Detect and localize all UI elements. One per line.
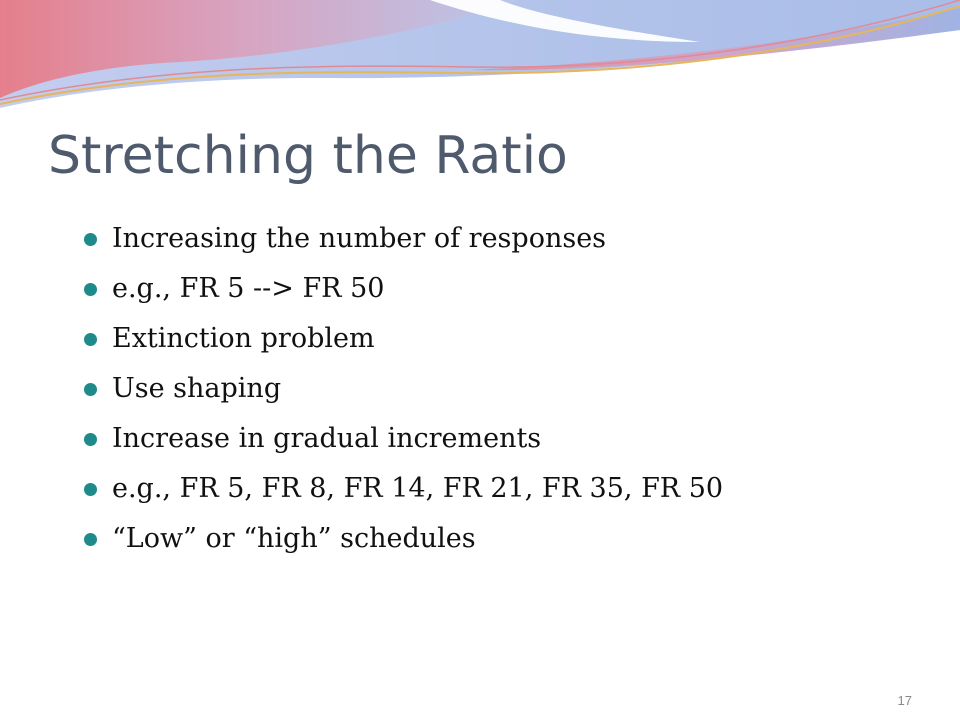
bullet-text: “Low” or “high” schedules [112, 523, 476, 554]
bullet-item: “Low” or “high” schedules [84, 514, 723, 564]
wave-line-gold [0, 5, 960, 105]
bullet-item: Increase in gradual increments [84, 414, 723, 464]
bullet-text: Increase in gradual increments [112, 423, 542, 454]
wave-band-front [0, 0, 520, 98]
bullet-item: e.g., FR 5, FR 8, FR 14, FR 21, FR 35, F… [84, 464, 723, 514]
bullet-item: Increasing the number of responses [84, 214, 723, 264]
decorative-wave-header [0, 0, 960, 108]
bullet-item: Extinction problem [84, 314, 723, 364]
wave-line-pink [0, 0, 960, 101]
wave-white-streak [430, 0, 700, 42]
bullet-dot-icon [84, 433, 97, 446]
page-number: 17 [897, 693, 912, 708]
bullet-dot-icon [84, 383, 97, 396]
bullet-dot-icon [84, 483, 97, 496]
bullet-text: Extinction problem [112, 323, 375, 354]
bullet-text: e.g., FR 5, FR 8, FR 14, FR 21, FR 35, F… [112, 473, 724, 504]
bullet-dot-icon [84, 283, 97, 296]
bullet-dot-icon [84, 233, 97, 246]
bullet-dot-icon [84, 333, 97, 346]
bullet-list: Increasing the number of responses e.g.,… [84, 214, 723, 564]
bullet-text: e.g., FR 5 --> FR 50 [112, 273, 385, 304]
bullet-text: Use shaping [112, 373, 282, 404]
bullet-item: e.g., FR 5 --> FR 50 [84, 264, 723, 314]
slide-title: Stretching the Ratio [48, 126, 568, 186]
bullet-text: Increasing the number of responses [112, 223, 607, 254]
wave-band-right [470, 8, 960, 71]
bullet-item: Use shaping [84, 364, 723, 414]
bullet-dot-icon [84, 533, 97, 546]
